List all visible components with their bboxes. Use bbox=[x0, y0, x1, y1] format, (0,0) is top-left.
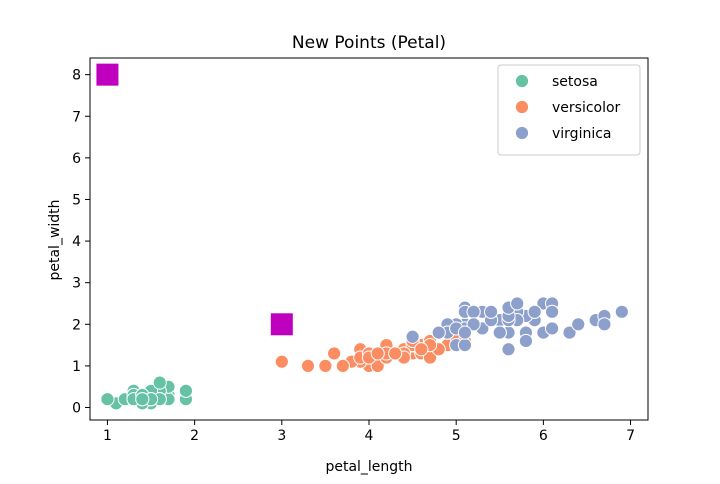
plot-marks bbox=[96, 63, 629, 411]
x-tick-label: 5 bbox=[452, 428, 461, 444]
legend-marker-virginica bbox=[514, 125, 530, 141]
legend-marker-versicolor bbox=[514, 99, 530, 115]
setosa-point bbox=[100, 392, 115, 407]
y-tick-label: 4 bbox=[72, 234, 81, 250]
versicolor-point bbox=[388, 346, 403, 361]
versicolor-point bbox=[318, 358, 333, 374]
y-tick-label: 5 bbox=[72, 192, 81, 208]
virginica-point bbox=[466, 304, 481, 319]
virginica-point bbox=[492, 325, 507, 340]
virginica-series bbox=[405, 296, 629, 357]
legend-marker-setosa bbox=[514, 73, 530, 89]
virginica-point bbox=[518, 333, 534, 349]
legend-box bbox=[497, 64, 641, 156]
x-tick-label: 6 bbox=[539, 428, 548, 444]
highlight-series bbox=[96, 63, 293, 336]
virginica-point bbox=[562, 325, 577, 340]
virginica-point bbox=[483, 304, 499, 319]
y-tick-label: 7 bbox=[72, 109, 81, 125]
setosa-point bbox=[178, 383, 194, 398]
y-tick-label: 8 bbox=[72, 68, 81, 84]
y-tick-label: 2 bbox=[72, 317, 81, 333]
versicolor-point bbox=[274, 354, 289, 369]
x-tick-label: 3 bbox=[277, 428, 286, 444]
virginica-point bbox=[614, 304, 629, 319]
versicolor-point bbox=[300, 358, 316, 374]
y-axis-label: petal_width bbox=[47, 199, 63, 280]
versicolor-point bbox=[370, 346, 385, 361]
y-tick-label: 0 bbox=[72, 401, 81, 417]
virginica-point bbox=[544, 304, 560, 319]
y-tick-label: 6 bbox=[72, 151, 81, 167]
y-tick-label: 1 bbox=[72, 359, 81, 375]
virginica-point bbox=[597, 317, 612, 332]
square-point bbox=[270, 313, 293, 336]
y-axis: 0 1 2 3 4 5 6 7 8 bbox=[72, 68, 90, 417]
virginica-point bbox=[527, 304, 542, 319]
versicolor-point bbox=[327, 346, 342, 361]
virginica-point bbox=[510, 296, 525, 311]
virginica-point bbox=[405, 329, 420, 344]
versicolor-point bbox=[335, 358, 350, 374]
x-tick-label: 2 bbox=[190, 428, 199, 444]
virginica-point bbox=[457, 338, 473, 353]
virginica-point bbox=[466, 317, 481, 332]
virginica-point bbox=[431, 325, 446, 340]
setosa-series bbox=[100, 375, 194, 411]
legend-label-versicolor: versicolor bbox=[552, 100, 621, 116]
setosa-point bbox=[152, 375, 167, 390]
x-tick-label: 1 bbox=[103, 428, 112, 444]
square-point bbox=[96, 63, 119, 86]
virginica-point bbox=[501, 342, 516, 357]
legend-label-setosa: setosa bbox=[552, 74, 598, 90]
y-tick-label: 3 bbox=[72, 276, 81, 292]
virginica-point bbox=[457, 325, 473, 340]
x-tick-label: 4 bbox=[365, 428, 374, 444]
x-axis: 1 2 3 4 5 6 7 bbox=[103, 420, 635, 444]
virginica-point bbox=[571, 317, 586, 332]
virginica-point bbox=[544, 321, 560, 336]
x-axis-label: petal_length bbox=[325, 459, 412, 475]
versicolor-point bbox=[414, 342, 429, 357]
chart-title: New Points (Petal) bbox=[292, 33, 446, 53]
x-tick-label: 7 bbox=[626, 428, 635, 444]
legend: setosa versicolor virginica bbox=[497, 64, 641, 156]
legend-label-virginica: virginica bbox=[552, 126, 612, 142]
setosa-point bbox=[135, 392, 150, 407]
